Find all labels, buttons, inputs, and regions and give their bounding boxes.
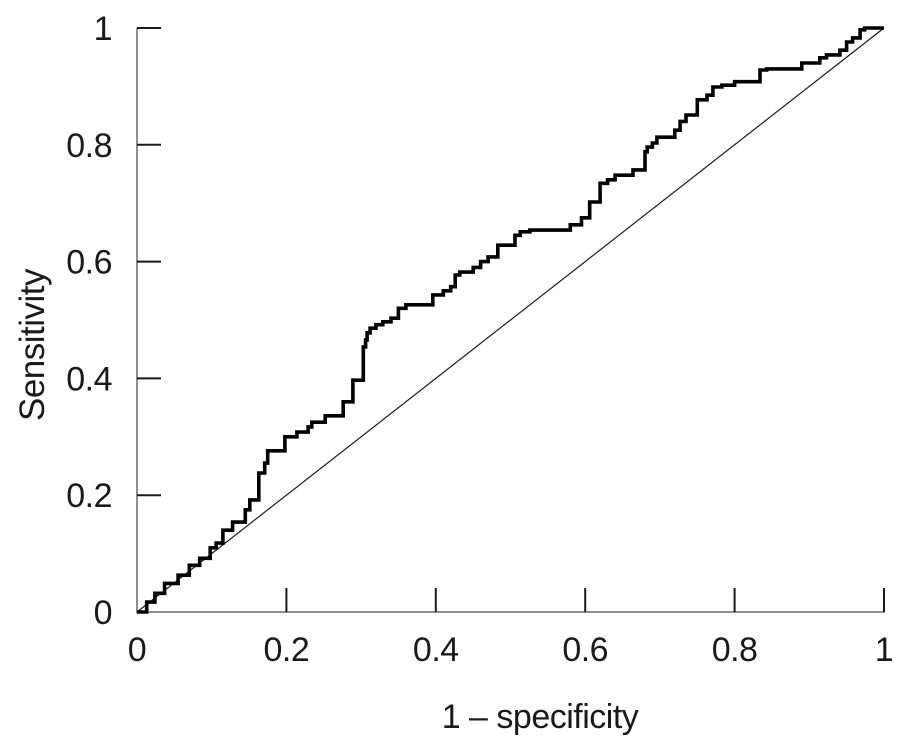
- y-tick-label: 0.6: [66, 244, 112, 282]
- x-tick-label: 0.2: [264, 631, 310, 669]
- y-tick-label: 1: [94, 10, 112, 48]
- y-tick-label: 0.8: [66, 127, 112, 165]
- x-tick-label: 0.4: [413, 631, 459, 669]
- x-tick-label: 0.6: [562, 631, 608, 669]
- x-tick-label: 1: [875, 631, 893, 669]
- x-axis-title: 1 – specificity: [441, 698, 639, 736]
- x-tick-label: 0.8: [712, 631, 758, 669]
- y-axis-title: Sensitivity: [13, 268, 52, 422]
- y-tick-label: 0.4: [66, 360, 112, 398]
- y-tick-label: 0.2: [66, 477, 112, 515]
- x-tick-label: 0: [128, 631, 146, 669]
- y-tick-label: 0: [94, 594, 112, 632]
- roc-curve: [137, 26, 884, 614]
- reference-diagonal: [136, 27, 885, 613]
